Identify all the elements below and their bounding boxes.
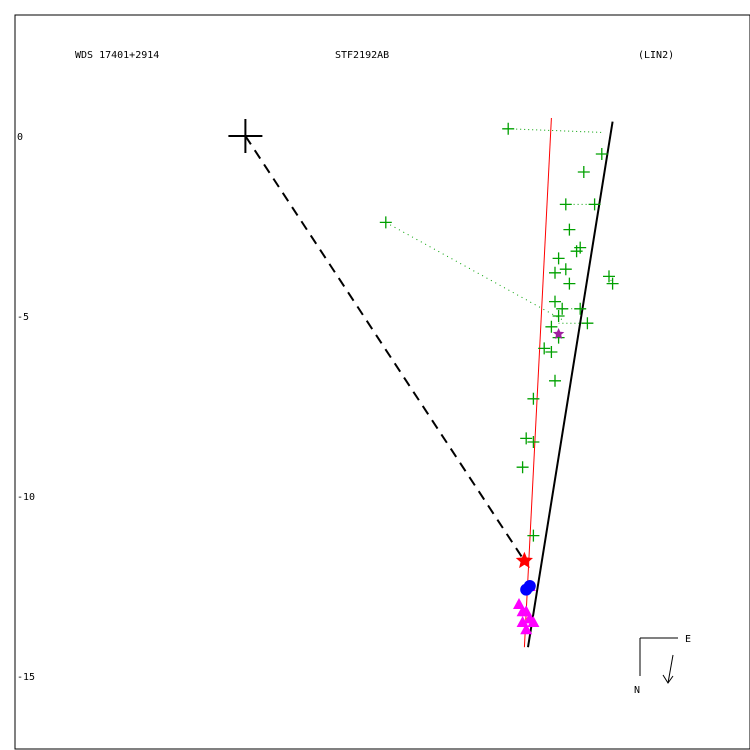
compass-east-label: E (685, 634, 691, 645)
green-observation-point (574, 241, 587, 254)
y-tick-label: -15 (17, 672, 35, 683)
green-residual-line (608, 276, 614, 284)
green-observation-point (559, 198, 572, 211)
magenta-triangle-point (513, 598, 525, 609)
green-observation-point (563, 277, 576, 290)
orbit-line (527, 121, 614, 648)
green-observation-point (516, 461, 529, 474)
compass: E N (634, 634, 691, 696)
green-observation-point (545, 320, 558, 333)
compass-north-label: N (634, 685, 640, 696)
green-observation-point (559, 263, 572, 276)
y-tick-label: -10 (17, 492, 35, 503)
green-observation-point (527, 529, 540, 542)
header-right-label: (LIN2) (638, 50, 674, 61)
green-observation-point (606, 277, 619, 290)
y-axis-ticks: 0 -5 -10 -15 (17, 132, 35, 683)
magenta-triangle-point (527, 616, 540, 627)
observation-marks (228, 119, 619, 635)
green-observation-point (556, 302, 569, 315)
green-observation-point (549, 266, 561, 279)
magenta-triangle-point (516, 605, 529, 617)
plot-frame (14, 14, 750, 750)
dotted-residual-line (385, 221, 563, 321)
green-observation-point (545, 346, 558, 358)
green-observation-point (577, 166, 590, 178)
green-observation-point (549, 295, 561, 308)
green-observation-point (603, 270, 615, 283)
y-tick-label: -5 (17, 312, 29, 323)
header-left-label: WDS 17401+2914 (75, 50, 159, 61)
green-observation-point (552, 310, 565, 322)
green-observation-point (595, 148, 608, 160)
magenta-triangle-point (516, 616, 529, 627)
green-observation-point (538, 342, 551, 355)
green-observation-point (581, 317, 594, 330)
motion-arrow-icon (667, 654, 674, 684)
green-observation-point (552, 252, 565, 265)
purple-star-point (552, 328, 565, 339)
green-observation-point (520, 432, 533, 445)
green-observation-point (563, 223, 576, 236)
green-observation-point (379, 216, 392, 229)
green-observation-point (574, 302, 587, 315)
header-center-label: STF2192AB (335, 50, 389, 61)
blue-observation-point (523, 580, 536, 592)
green-observation-point (527, 392, 540, 405)
red-star-point (515, 551, 533, 569)
magenta-triangle-point (520, 623, 533, 635)
green-observation-point (502, 122, 515, 135)
y-tick-label: 0 (17, 132, 23, 143)
green-observation-point (527, 436, 540, 448)
green-observation-point (588, 198, 601, 211)
green-observation-point (549, 374, 561, 387)
motion-arrowhead-icon (662, 674, 674, 684)
